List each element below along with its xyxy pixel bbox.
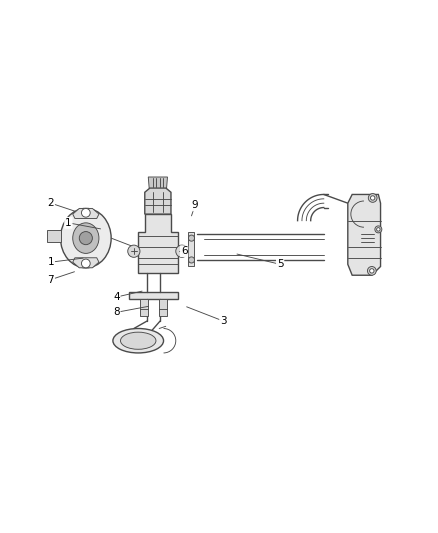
Polygon shape	[46, 230, 60, 243]
Polygon shape	[188, 232, 194, 265]
Circle shape	[128, 245, 140, 257]
Polygon shape	[73, 208, 99, 219]
Polygon shape	[138, 214, 177, 273]
Text: 8: 8	[113, 308, 120, 317]
Circle shape	[371, 196, 375, 200]
Text: 3: 3	[220, 316, 227, 326]
Circle shape	[176, 245, 188, 257]
Text: 9: 9	[192, 200, 198, 211]
Text: 1: 1	[65, 218, 72, 228]
Circle shape	[81, 208, 90, 217]
Text: 7: 7	[48, 274, 54, 285]
Ellipse shape	[73, 223, 99, 253]
Text: 5: 5	[277, 260, 283, 269]
Ellipse shape	[60, 208, 111, 268]
Circle shape	[188, 257, 194, 263]
Ellipse shape	[113, 328, 163, 353]
Polygon shape	[348, 195, 381, 275]
Text: 6: 6	[181, 246, 187, 256]
Circle shape	[377, 228, 380, 231]
Text: 1: 1	[48, 257, 54, 267]
Circle shape	[81, 259, 90, 268]
Circle shape	[188, 235, 194, 241]
Circle shape	[368, 193, 377, 203]
Text: 4: 4	[113, 292, 120, 302]
Circle shape	[375, 226, 382, 233]
Polygon shape	[73, 258, 99, 268]
Circle shape	[370, 269, 374, 273]
Polygon shape	[140, 299, 148, 316]
Polygon shape	[145, 188, 171, 214]
Circle shape	[79, 231, 92, 245]
Polygon shape	[130, 292, 177, 299]
Polygon shape	[159, 299, 167, 316]
Circle shape	[367, 266, 376, 275]
Ellipse shape	[120, 332, 156, 349]
Text: 2: 2	[48, 198, 54, 208]
Polygon shape	[148, 177, 167, 188]
